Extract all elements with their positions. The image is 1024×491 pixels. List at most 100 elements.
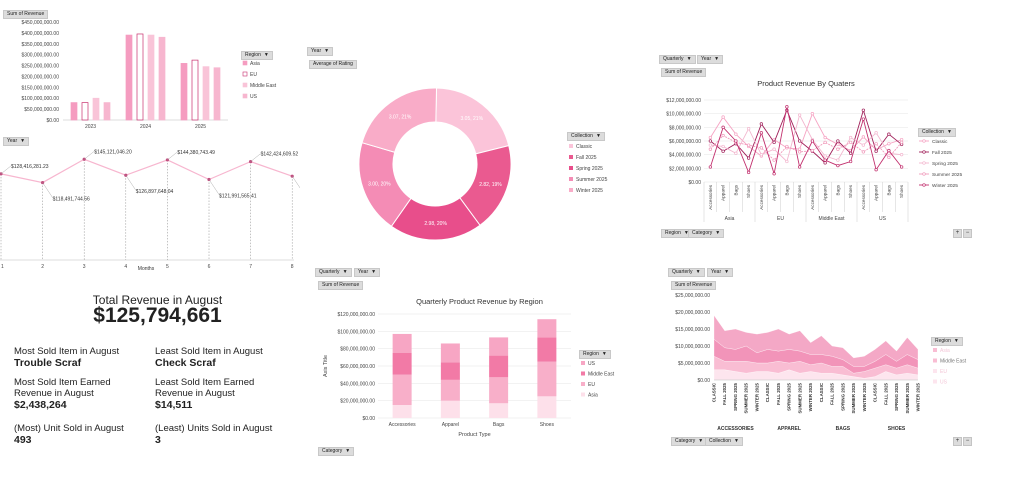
region-year-bar-chart: $0.00 $50,000,000.00 $100,000,000.00 $150,0…: [21, 20, 276, 130]
least-earned-value: $14,511: [155, 399, 193, 411]
filter-funnel-icon: ▼: [695, 269, 701, 275]
chart-title: Quarterly Product Revenue by Region: [416, 297, 543, 306]
quarterly-filter-button-1[interactable]: Quarterly ▼: [659, 55, 696, 64]
data-point: [823, 154, 827, 158]
year-filter-button-3[interactable]: Year ▼: [697, 55, 724, 64]
quarterly-button-label: Quarterly: [663, 56, 684, 62]
data-point: [899, 137, 904, 142]
x-tick-label: Bags: [835, 184, 840, 195]
region-label: Middle East: [818, 216, 845, 222]
x-tick-label: Apparel: [772, 185, 777, 201]
expand-plus-icon[interactable]: +: [953, 437, 962, 446]
data-point: [861, 143, 866, 147]
stack-segment-eu: [392, 374, 412, 405]
x-tick-label: Accessories: [389, 422, 416, 428]
y-tick-label: $250,000,000.00: [21, 64, 59, 70]
series-winter-2025: [709, 106, 902, 174]
series-line: [0, 158, 293, 184]
data-point: [887, 142, 891, 146]
category-axis-button[interactable]: Category ▼: [688, 229, 725, 238]
filter-funnel-icon: ▼: [371, 269, 377, 275]
collection-field-button[interactable]: Collection ▼: [567, 132, 605, 141]
x-tick-label: Accessories: [759, 184, 764, 209]
quarterly-filter-button-2[interactable]: Quarterly ▼: [315, 268, 352, 277]
sum-of-revenue-button-3[interactable]: Sum of Revenue: [318, 281, 364, 290]
dropdown-arrow-icon: ▼: [733, 438, 739, 444]
sum-of-revenue-button-4[interactable]: Sum of Revenue: [671, 281, 717, 290]
stack-segment-middle-east: [489, 355, 509, 378]
x-tick-label: 2: [41, 264, 44, 270]
stack-segment-asia: [392, 405, 412, 418]
legend-swatch: [581, 371, 585, 376]
bar-middle-east: [92, 97, 100, 121]
y-tick-label: $6,000,000.00: [669, 139, 701, 145]
sum-of-revenue-button[interactable]: Sum of Revenue: [3, 10, 49, 19]
year-button-label: Year: [358, 269, 369, 275]
region-field-button-2[interactable]: Region ▼: [579, 350, 611, 359]
legend-label: Middle East: [940, 359, 967, 365]
stack-segment-us: [537, 319, 557, 338]
average-of-rating-button[interactable]: Average of Rating: [309, 60, 357, 69]
x-tick-label: Accessories: [708, 184, 713, 209]
category-axis-button-3[interactable]: Category ▼: [671, 437, 708, 446]
x-tick-label: FALL 2025: [776, 382, 781, 404]
data-point: [708, 143, 713, 147]
region-label: EU: [777, 216, 784, 222]
legend-label: Middle East: [588, 372, 615, 378]
region-legend-2: US Middle East EU Asia: [581, 361, 615, 399]
x-tick-label: WINTER 2025: [916, 382, 921, 411]
total-revenue-value: $125,794,661: [93, 304, 222, 327]
sum-of-revenue-button-2[interactable]: Sum of Revenue: [661, 68, 707, 77]
legend-label: Classic: [932, 139, 948, 145]
leader-line: [125, 175, 136, 191]
data-point: [797, 113, 802, 117]
data-point: [746, 143, 751, 147]
x-tick-label: 1: [1, 264, 4, 270]
collapse-minus-icon[interactable]: −: [963, 437, 972, 446]
quarterly-filter-button-3[interactable]: Quarterly ▼: [668, 268, 705, 277]
data-point: [785, 159, 789, 164]
data-point: [772, 147, 776, 151]
least-earned-label: Least Sold Item Earned Revenue in August: [155, 377, 255, 399]
x-tick-label: WINTER 2025: [808, 382, 813, 411]
legend-swatch: [569, 166, 573, 170]
region-field-button-3[interactable]: Region ▼: [931, 337, 963, 346]
year-filter-button-2[interactable]: Year ▼: [307, 47, 334, 56]
data-point: [759, 122, 764, 126]
leader-line: [208, 179, 220, 195]
data-point: [861, 150, 866, 154]
collapse-minus-icon[interactable]: −: [963, 229, 972, 238]
data-label: $118,491,744.56: [53, 197, 90, 203]
data-point: [708, 135, 713, 140]
y-tick-label: $5,000,000.00: [678, 361, 710, 367]
legend-swatch: [581, 361, 585, 365]
x-tick-label: Accessories: [810, 184, 815, 209]
x-tick-label: CLASSIC: [873, 382, 878, 402]
legend-label: Asia: [940, 348, 950, 354]
year-filter-button-5[interactable]: Year ▼: [707, 268, 734, 277]
data-point: [290, 174, 294, 178]
data-label: $145,121,046.20: [94, 149, 132, 155]
collection-axis-button[interactable]: Collection ▼: [705, 437, 743, 446]
collection-field-button-2[interactable]: Collection ▼: [918, 128, 956, 137]
data-point: [797, 165, 802, 169]
slice-label: 3.07, 21%: [389, 114, 412, 120]
bar-eu: [136, 33, 144, 121]
category-axis-button-2[interactable]: Category ▼: [318, 447, 355, 456]
data-point: [887, 132, 891, 136]
year-filter-button-1[interactable]: Year ▼: [3, 137, 30, 146]
legend-label: Fall 2025: [932, 150, 952, 156]
filter-funnel-icon: ▼: [324, 48, 330, 54]
filter-funnel-icon: ▼: [686, 56, 692, 62]
year-filter-button-4[interactable]: Year ▼: [354, 268, 381, 277]
region-field-button[interactable]: Region ▼: [241, 51, 273, 60]
y-tick-label: $50,000,000.00: [24, 107, 59, 113]
data-point: [874, 168, 878, 172]
legend-swatch: [581, 382, 585, 386]
data-point: [797, 139, 802, 143]
expand-plus-icon[interactable]: +: [953, 229, 962, 238]
legend-label: Fall 2025: [576, 155, 597, 161]
y-tick-label: $20,000,000.00: [675, 310, 710, 316]
legend-label: EU: [250, 72, 257, 78]
collection-area-chart: $0.00 $5,000,000.00 $10,000,000.00 $15,000,…: [675, 293, 921, 432]
